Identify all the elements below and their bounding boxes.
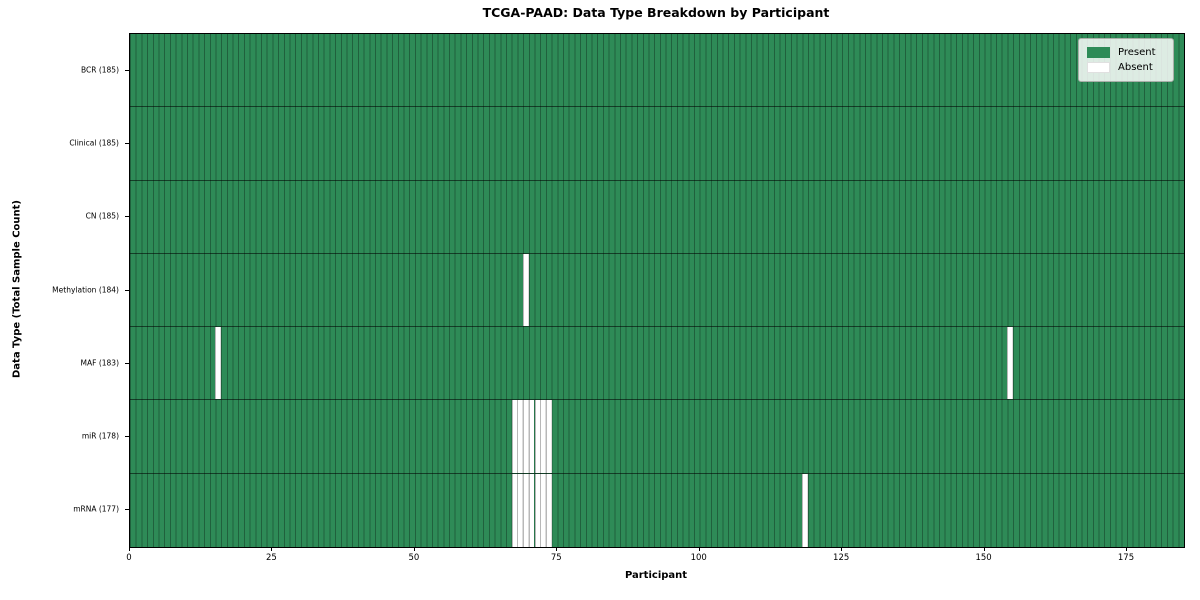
x-tick-label-50: 50 [408,553,420,563]
absent-cell-mRNA-73 [545,473,552,547]
legend-label-present: Present [1118,47,1156,58]
y-tick-label-Clinical: Clinical (185) [69,138,119,148]
absent-cell-mRNA-71 [534,473,541,547]
y-tick-label-BCR: BCR (185) [80,65,119,75]
x-tick-label-100: 100 [690,553,707,563]
y-tick-mark [125,216,129,218]
y-tick-mark [125,289,129,291]
row-MAF [130,327,1184,401]
absent-cell-miR-69 [523,400,529,473]
x-tick-label-75: 75 [550,553,562,563]
x-tick-label-0: 0 [126,553,132,563]
absent-cell-Methylation-69 [523,253,529,327]
row-BCR [130,34,1184,108]
legend-swatch-present-icon [1087,47,1110,58]
x-tick-mark [698,547,700,551]
x-tick-mark [129,547,130,551]
y-tick-mark [125,509,129,511]
y-tick-label-CN: CN (185) [85,211,119,221]
y-tick-label-miR: miR (178) [81,431,119,441]
x-tick-mark [841,547,843,551]
legend-swatch-absent-icon [1087,62,1110,73]
x-tick-mark [556,547,558,551]
absent-cell-mRNA-70 [528,473,535,547]
row-miR [130,400,1184,474]
y-tick-mark [125,69,129,71]
y-tick-mark [125,436,129,438]
x-tick-mark [413,547,415,551]
absent-cell-MAF-15 [215,327,222,400]
absent-cell-miR-72 [540,400,546,473]
x-tick-label-150: 150 [975,553,992,563]
row-Methylation [130,253,1184,328]
x-tick-label-175: 175 [1117,553,1135,563]
x-tick-mark [271,547,273,551]
y-tick-label-mRNA: mRNA (177) [73,504,119,514]
plot-area [129,33,1185,548]
y-axis-tick-area: BCR (185) Clinical (185) CN (185) Methylati… [0,33,129,546]
absent-cell-miR-71 [534,400,541,473]
absent-cell-mRNA-68 [517,473,524,547]
legend: Present Absent [1078,38,1174,82]
absent-cell-mRNA-118 [802,473,808,547]
chart-title: TCGA-PAAD: Data Type Breakdown by Partic… [482,5,830,20]
absent-cell-miR-70 [528,400,535,473]
y-tick-label-Methylation: Methylation (184) [52,285,119,294]
x-tick-label-25: 25 [266,553,277,563]
absent-cell-miR-68 [517,400,524,473]
y-tick-mark [125,362,129,364]
row-mRNA [130,473,1184,547]
absent-cell-mRNA-67 [511,473,518,547]
legend-entry-absent: Absent [1087,61,1165,74]
absent-cell-mRNA-72 [540,473,546,547]
absent-cell-MAF-154 [1007,327,1014,400]
legend-entry-present: Present [1087,46,1165,59]
absent-cell-miR-73 [545,400,552,473]
row-CN [130,180,1184,254]
y-tick-mark [125,142,129,144]
x-tick-mark [1126,547,1128,551]
y-tick-label-MAF: MAF (183) [80,358,119,368]
x-axis-label: Participant [624,570,688,581]
x-tick-mark [983,547,985,551]
x-tick-label-125: 125 [833,553,850,563]
row-Clinical [130,107,1184,181]
absent-cell-mRNA-69 [523,473,529,547]
legend-label-absent: Absent [1118,62,1153,73]
absent-cell-miR-67 [511,400,518,473]
x-axis-tick-area: 0 25 50 75 100 125 150 175 [0,547,1200,577]
